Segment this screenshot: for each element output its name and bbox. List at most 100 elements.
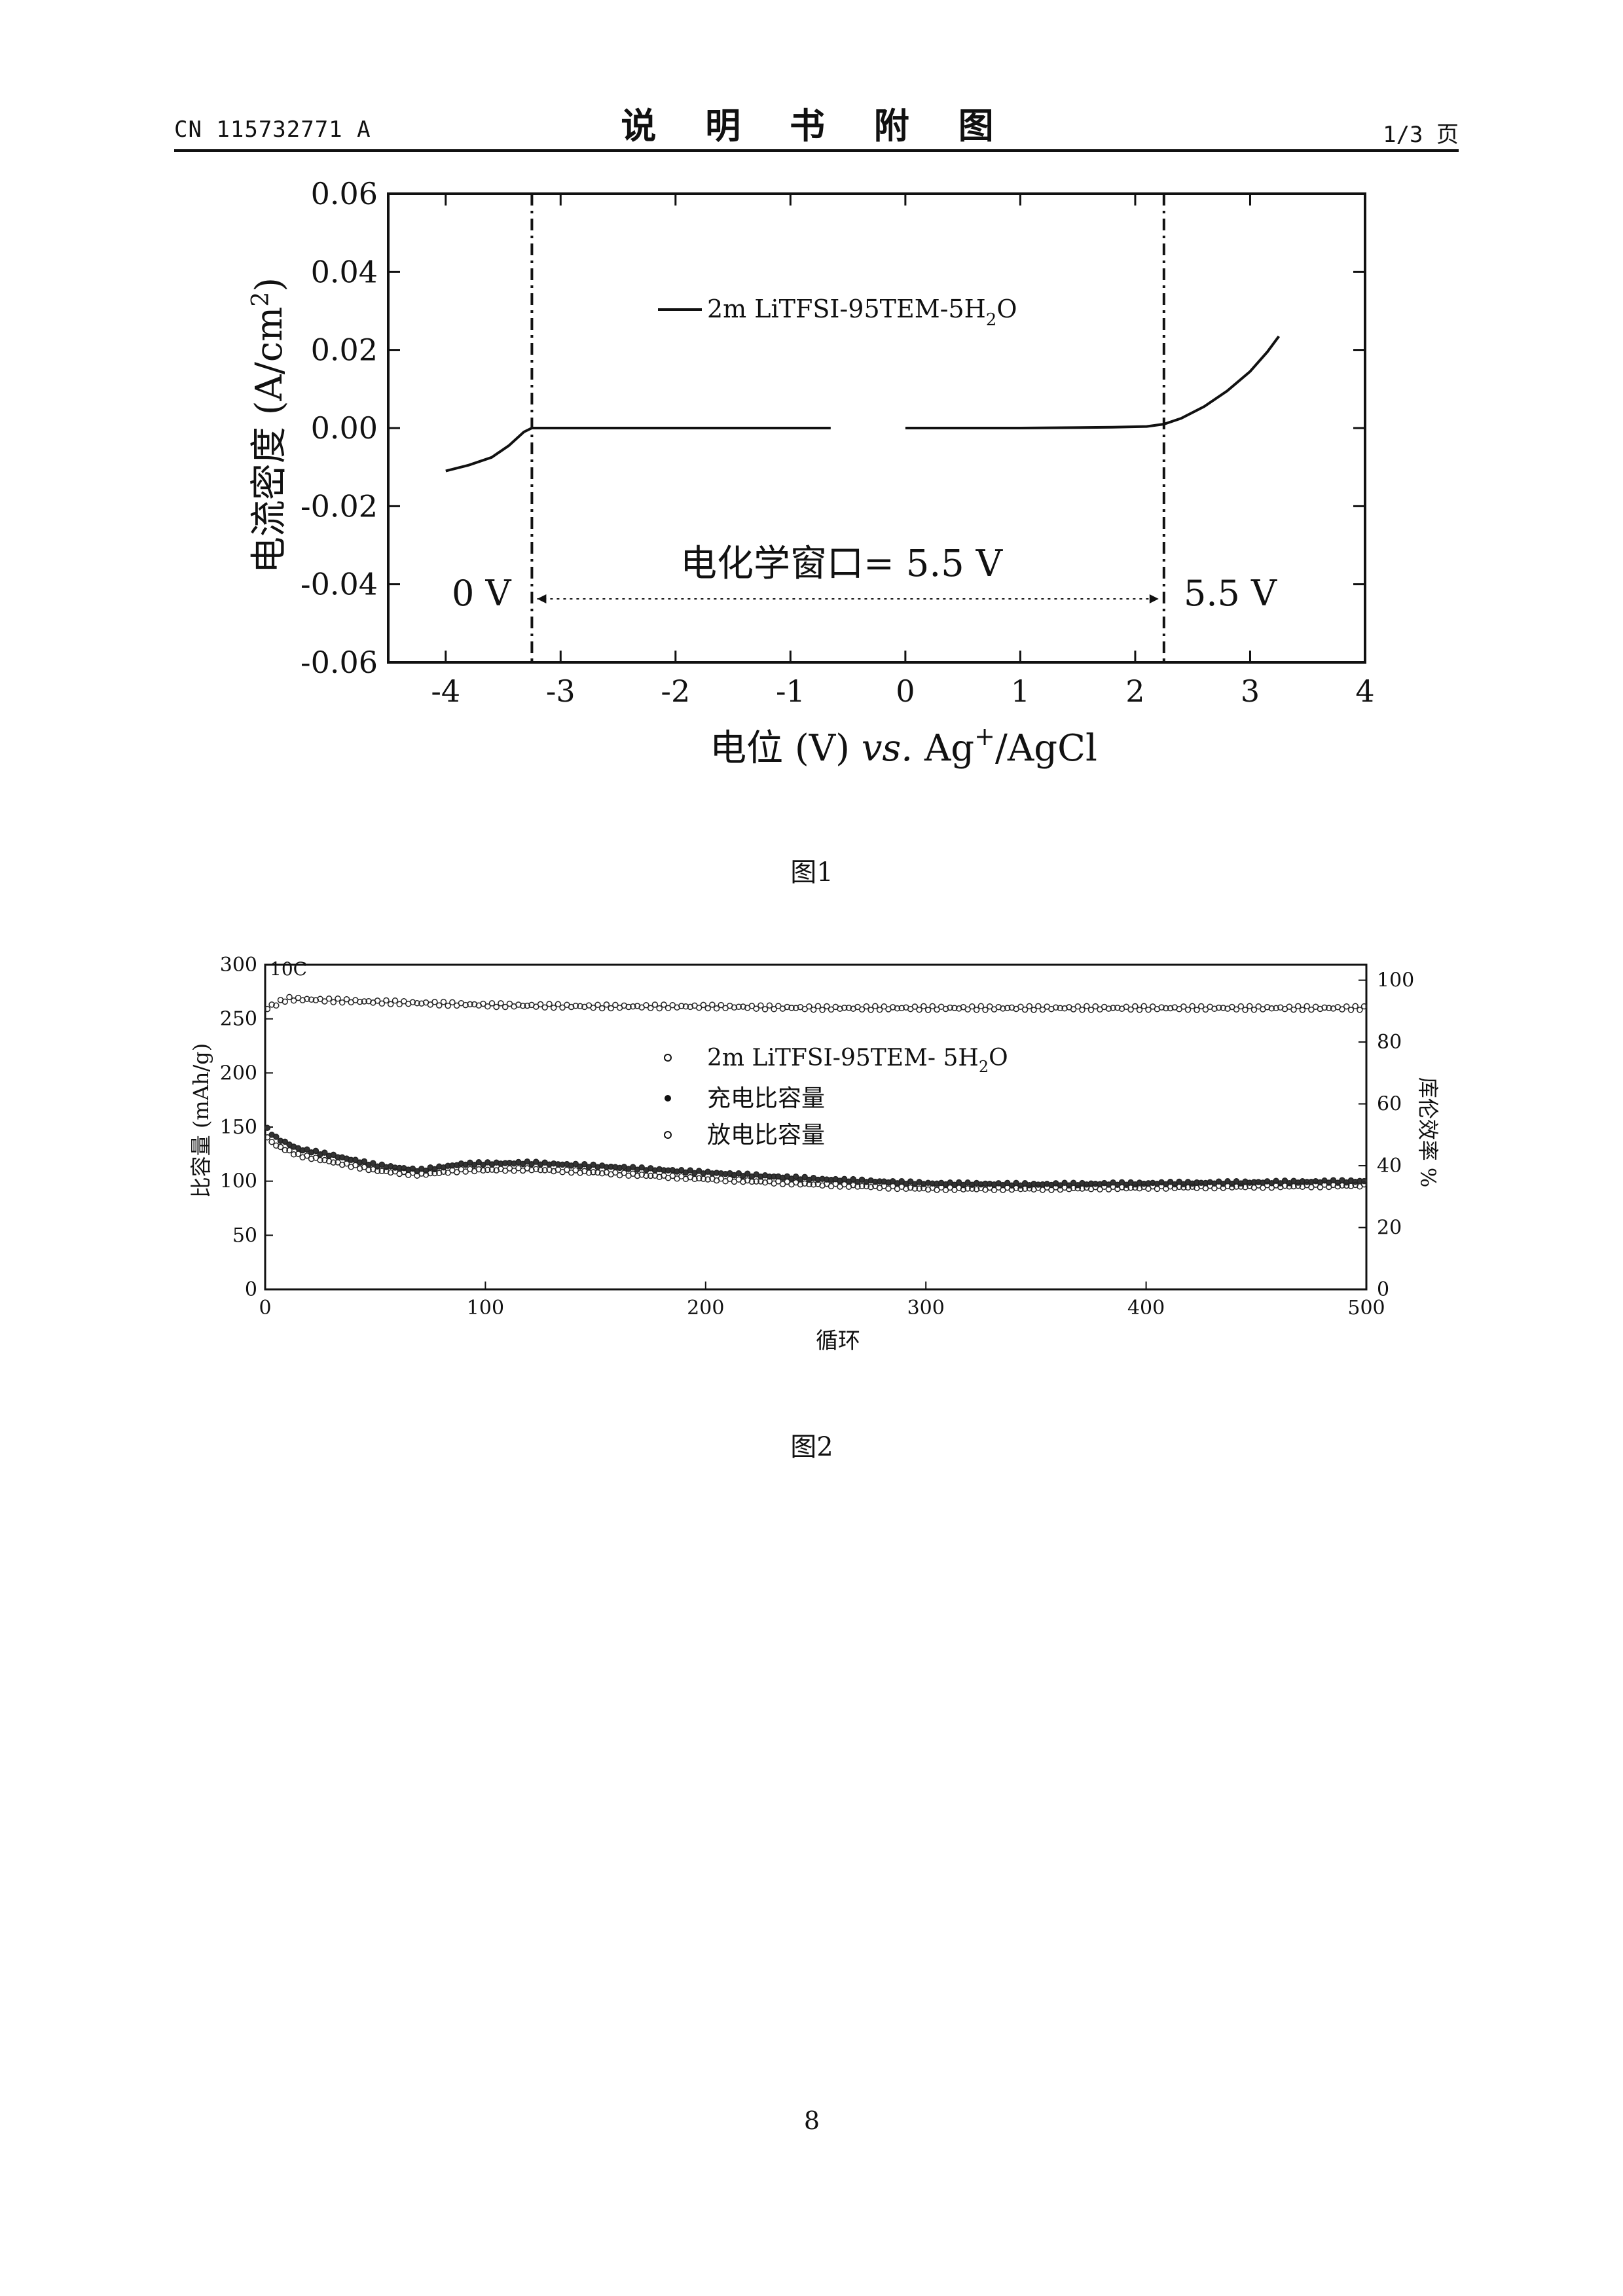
figure-2-left-tick-label: 300 [220,954,257,977]
figure-2-plot-area [264,963,1368,1291]
figure-2-point [282,998,289,1005]
figure-2-point [1061,1005,1068,1012]
figure-2-point [638,1171,645,1178]
figure-2-point [308,996,315,1003]
figure-2-caption: 图2 [790,1432,833,1462]
figure-2-point [519,1002,526,1009]
figure-2-point [748,1003,756,1009]
figure-2-point [612,1001,619,1009]
figure-2-point [661,1001,667,1008]
figure-2-point [982,1007,989,1013]
figure-2-point [797,1181,804,1188]
figure-2-point [788,1005,795,1011]
figure-1-y-tick-label: 0.00 [311,410,378,446]
figure-2-point [1079,1007,1085,1013]
figure-1-caption: 图1 [790,857,833,888]
figure-2-point [771,1006,777,1013]
figure-1-y-tick-label: -0.04 [301,567,378,602]
figure-2-point [590,1005,596,1011]
figure-2-point [819,1007,826,1013]
figure-2-point [951,1005,958,1011]
figure-2-point [987,1003,993,1010]
legend-marker-2 [665,1095,671,1102]
figure-2-point [378,1000,386,1007]
figure-2-point [559,1004,566,1011]
figure-2-point [1308,1006,1315,1013]
figure-2-point [1233,1006,1240,1013]
figure-2-point [550,1004,557,1011]
figure-2-point [824,1003,830,1010]
figure-2-point [1123,1003,1130,1011]
figure-2-point [1084,1003,1090,1010]
figure-2-left-tick-label: 0 [245,1278,257,1301]
figure-2-point [1360,1181,1368,1188]
figure-2-point [330,1159,337,1166]
figure-2-point [1021,1006,1029,1013]
figure-1-x-tick-label: -2 [661,673,690,709]
figure-2-point [524,1002,531,1009]
figure-2-point [1260,1185,1266,1191]
figure-2-point [308,1155,315,1162]
figure-2-point [480,1167,486,1174]
figure-2-point [916,1006,922,1013]
figure-2-point [713,1005,720,1012]
figure-2-left-tick-label: 100 [220,1170,257,1193]
figure-2-point [969,1185,976,1192]
figure-2-point [1255,1003,1262,1010]
figure-2-point [735,1170,742,1177]
figure-2-point [396,1001,403,1008]
figure-2-point [938,1184,945,1191]
figure-2-point [704,1005,711,1012]
figure-2-point [740,1178,746,1185]
figure-2-point [515,1001,522,1008]
figure-2-point [687,1167,694,1174]
figure-2-point [506,1000,513,1007]
figure-1-arrow-head-right [1149,594,1159,603]
figure-2-point [282,1138,289,1145]
figure-2-point [528,1167,535,1174]
figure-2-point [1057,1005,1064,1012]
figure-2-point [585,1170,593,1176]
figure-2-point [1079,1185,1085,1192]
figure-2-point [1237,1003,1245,1010]
figure-2-point [590,1169,596,1175]
figure-2-point [845,1005,852,1011]
figure-2-point [687,1003,694,1011]
figure-2-x-tick-labels: 0 100 200 300 400 500 [259,1297,1385,1319]
figure-1-x-tick-label: -4 [431,673,460,709]
figure-2-point [973,1186,980,1193]
figure-2-point [876,1007,883,1013]
figure-2-point [290,1151,297,1158]
figure-2-point [427,1001,434,1008]
figure-2-x-tick-label: 200 [687,1297,724,1319]
figure-2-point [872,1003,879,1010]
figure-1-x-tick-labels: -4 -3 -2 -1 0 1 2 3 4 [431,673,1374,709]
figure-2-point [277,1143,284,1151]
figure-2-point [757,1002,764,1009]
figure-2-point [537,1001,544,1008]
figure-2-point [858,1183,866,1189]
figure-2-point [356,998,363,1005]
figure-2-point [858,1006,866,1013]
figure-2-point [934,1006,940,1013]
figure-2-point [498,1000,504,1007]
figure-2-point [1114,1004,1121,1011]
figure-1-series-line [905,335,1281,429]
figure-2-point [964,1185,971,1192]
figure-2-point [828,1006,835,1013]
figure-2-left-tick-label: 150 [220,1116,257,1139]
figure-2-point [286,1147,293,1154]
figure-2-point [1013,1185,1019,1192]
figure-2-point [854,1183,861,1190]
figure-1-y-tick-label: 0.06 [311,176,378,211]
figure-2-point [761,1006,769,1013]
figure-2-point [581,1160,588,1168]
figure-1-arrow-head-left [537,594,547,603]
figure-2-point [907,1184,914,1191]
figure-2-point [1211,1005,1218,1013]
figure-2-point [1030,1007,1037,1013]
figure-2-point [863,1183,870,1190]
figure-2-point [312,1147,319,1155]
figure-2-point [665,1005,672,1011]
figure-2-point [1052,1004,1059,1011]
